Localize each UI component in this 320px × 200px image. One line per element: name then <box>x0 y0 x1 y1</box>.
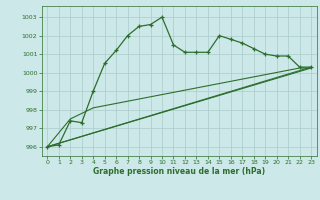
X-axis label: Graphe pression niveau de la mer (hPa): Graphe pression niveau de la mer (hPa) <box>93 167 265 176</box>
